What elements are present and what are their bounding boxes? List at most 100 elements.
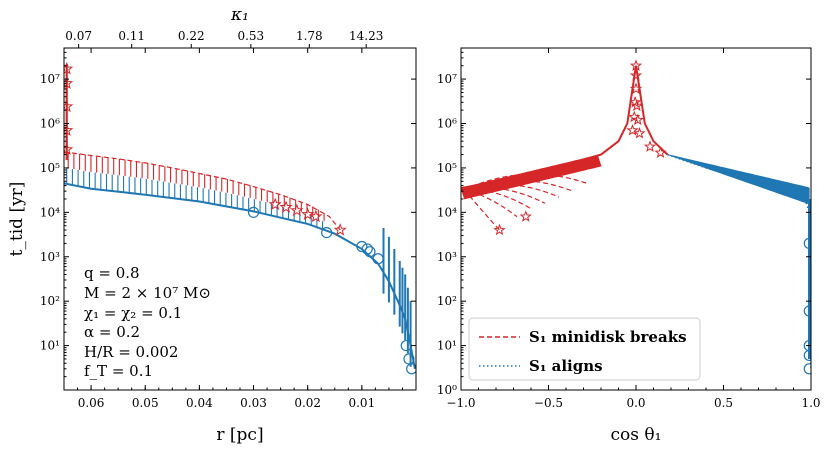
right-red-star-marker [626, 123, 639, 136]
right-blue-circle-marker [803, 237, 811, 249]
left-x-tick-label: 0.01 [348, 396, 375, 410]
right-x-tick-label: 0.5 [714, 396, 733, 410]
right-red-star-marker [633, 126, 646, 139]
left-red-star-marker [64, 123, 74, 136]
right-red-branch-line [464, 189, 532, 210]
param-q: q = 0.8 [84, 264, 140, 282]
right-red-star-marker [630, 99, 643, 112]
param-chi: χ₁ = χ₂ = 0.1 [84, 304, 182, 322]
left-top-tick-label: 0.22 [178, 29, 205, 43]
right-red-branch-line [464, 189, 518, 218]
parameter-box: q = 0.8 M = 2 × 10⁷ M⊙ χ₁ = χ₂ = 0.1 α =… [84, 264, 211, 380]
left-top-tick-label: 0.53 [237, 29, 264, 43]
right-red-star-marker [519, 210, 532, 222]
right-red-branch-line [464, 189, 500, 231]
right-red-peak-line [461, 65, 669, 190]
left-y-tick-label: 10⁴ [40, 205, 60, 219]
left-red-star-marker [333, 223, 347, 236]
left-blue-circle-marker [406, 363, 416, 375]
left-red-star-marker [301, 207, 315, 220]
legend-blue-label: S₁ aligns [529, 357, 603, 375]
right-red-star-marker [629, 69, 643, 81]
left-y-axis-label: t_tid [yr] [7, 182, 27, 257]
right-red-star-marker [654, 146, 667, 158]
left-top-tick-label: 1.78 [296, 29, 323, 43]
left-x-ticks: 0.06 0.05 0.04 0.03 0.02 0.01 [77, 48, 417, 410]
legend-box [468, 317, 701, 381]
right-x-tick-label: −0.5 [534, 396, 563, 410]
left-y-tick-label: 10⁶ [40, 117, 60, 131]
left-red-hatch [65, 63, 325, 222]
right-x-tick-label: −1.0 [446, 396, 475, 410]
param-fT: f_T = 0.1 [84, 362, 153, 380]
left-blue-circle-marker [321, 226, 333, 239]
param-aspect-ratio: H/R = 0.002 [84, 343, 178, 361]
right-blue-band [667, 153, 810, 209]
left-top-tick-label: 0.07 [65, 29, 92, 43]
right-blue-circle-marker [803, 305, 811, 317]
right-series-lines [461, 65, 811, 369]
right-red-star-marker [631, 113, 644, 126]
right-y-tick-label: 10⁰ [437, 383, 457, 397]
right-red-star-marker [629, 82, 643, 95]
left-x-tick-label: 0.05 [132, 396, 159, 410]
left-blue-circle-marker [361, 243, 373, 255]
left-x-tick-label: 0.02 [294, 396, 321, 410]
left-red-star-marker [64, 76, 74, 89]
left-x-axis-label: r [pc] [216, 425, 263, 445]
left-series-lines [64, 151, 416, 369]
left-top-axis-label: κ₁ [230, 5, 249, 25]
left-blue-envelope-line [64, 182, 416, 369]
right-blue-circle-marker [803, 349, 811, 362]
left-blue-circle-marker [372, 253, 384, 265]
left-data-layer [64, 62, 416, 375]
right-x-axis-label: cos θ₁ [611, 425, 662, 445]
right-y-tick-label: 10² [437, 294, 457, 308]
left-x-tick-label: 0.04 [186, 396, 213, 410]
left-top-ticks: 0.07 0.11 0.22 0.53 1.78 14.23 [65, 29, 383, 48]
left-y-tick-label: 10¹ [40, 339, 60, 353]
param-alpha: α = 0.2 [84, 323, 140, 341]
right-y-tick-label: 10¹ [437, 339, 457, 353]
left-blue-circle-marker [364, 246, 376, 258]
right-y-tick-label: 10⁵ [437, 161, 457, 175]
left-red-star-marker [268, 197, 282, 211]
left-panel: 0.06 0.05 0.04 0.03 0.02 0.01 10¹ 10² 10³ 10⁴ 10⁵… [7, 5, 417, 445]
left-red-star-marker [64, 99, 74, 113]
left-red-star-marker [64, 62, 74, 75]
right-red-band [461, 154, 602, 200]
left-y-ticks: 10¹ 10² 10³ 10⁴ 10⁵ 10⁶ 10⁷ [40, 47, 416, 378]
left-x-tick-label: 0.03 [240, 396, 267, 410]
left-blue-circle-marker [356, 240, 368, 253]
legend: S₁ minidisk breaks S₁ aligns [468, 317, 701, 381]
left-top-tick-label: 14.23 [349, 29, 383, 43]
right-y-tick-label: 10⁶ [437, 117, 457, 131]
right-y-tick-label: 10⁷ [437, 72, 457, 86]
left-markers [64, 62, 416, 375]
right-y-tick-label: 10⁴ [437, 205, 457, 219]
left-x-tick-label: 0.06 [78, 396, 105, 410]
left-blue-circle-marker [247, 206, 260, 218]
left-y-tick-label: 10⁷ [40, 72, 60, 86]
right-red-branch-line [464, 183, 560, 198]
left-y-tick-label: 10² [40, 294, 60, 308]
right-band [461, 153, 811, 359]
right-y-tick-label: 10³ [437, 250, 457, 264]
right-markers [493, 59, 811, 375]
right-y-ticks: 10⁰ 10¹ 10² 10³ 10⁴ 10⁵ 10⁶ 10⁷ [437, 47, 811, 397]
left-y-tick-label: 10³ [40, 250, 60, 264]
right-red-star-marker [629, 59, 643, 71]
left-red-star-marker [290, 203, 304, 217]
left-y-tick-label: 10⁵ [40, 161, 60, 175]
right-red-star-marker [493, 223, 506, 236]
left-top-tick-label: 0.11 [118, 29, 145, 43]
right-panel: −1.0 −0.5 0.0 0.5 1.0 10⁰10¹10²10³10⁴10⁵10⁶1… [437, 47, 821, 445]
right-blue-circle-marker [803, 363, 811, 375]
right-data-layer [461, 59, 811, 375]
right-blue-dotted-line [667, 153, 811, 369]
left-red-star-marker [309, 209, 323, 223]
right-red-branch-line [464, 187, 546, 204]
right-x-ticks: −1.0 −0.5 0.0 0.5 1.0 [446, 48, 821, 410]
legend-red-label: S₁ minidisk breaks [529, 328, 687, 346]
